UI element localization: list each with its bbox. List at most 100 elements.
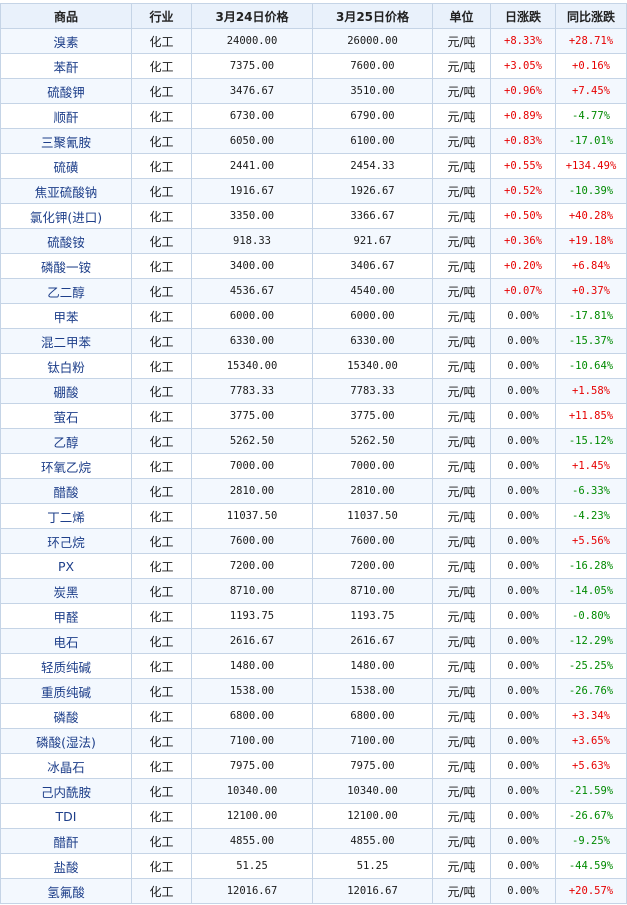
commodity-name-cell[interactable]: 冰晶石 (0, 753, 132, 779)
unit-cell: 元/吨 (432, 678, 491, 704)
daily-change-cell: 0.00% (490, 303, 556, 329)
commodity-name-cell[interactable]: 丁二烯 (0, 503, 132, 529)
yoy-change-cell: +19.18% (555, 228, 627, 254)
price-mar25-cell: 11037.50 (312, 503, 433, 529)
price-mar24-cell: 1193.75 (191, 603, 313, 629)
price-mar24-cell: 7100.00 (191, 728, 313, 754)
commodity-name-cell[interactable]: 苯酐 (0, 53, 132, 79)
commodity-name-cell[interactable]: 甲醛 (0, 603, 132, 629)
price-mar25-cell: 15340.00 (312, 353, 433, 379)
commodity-name-cell[interactable]: 混二甲苯 (0, 328, 132, 354)
price-mar24-cell: 918.33 (191, 228, 313, 254)
industry-cell: 化工 (131, 603, 192, 629)
daily-change-cell: 0.00% (490, 753, 556, 779)
yoy-change-cell: +40.28% (555, 203, 627, 229)
price-mar24-cell: 15340.00 (191, 353, 313, 379)
daily-change-cell: 0.00% (490, 653, 556, 679)
daily-change-cell: 0.00% (490, 428, 556, 454)
unit-cell: 元/吨 (432, 578, 491, 604)
commodity-name-cell[interactable]: PX (0, 553, 132, 579)
table-row: 钛白粉 化工 15340.00 15340.00 元/吨 0.00% -10.64% (0, 353, 627, 379)
column-header-daily-change: 日涨跌 (490, 3, 556, 29)
commodity-name-cell[interactable]: 溴素 (0, 28, 132, 54)
commodity-name-cell[interactable]: 环氧乙烷 (0, 453, 132, 479)
price-mar24-cell: 6000.00 (191, 303, 313, 329)
table-row: 溴素 化工 24000.00 26000.00 元/吨 +8.33% +28.71% (0, 28, 627, 54)
commodity-name-cell[interactable]: 顺酐 (0, 103, 132, 129)
yoy-change-cell: +3.34% (555, 703, 627, 729)
commodity-name-cell[interactable]: 氢氟酸 (0, 878, 132, 904)
commodity-name-cell[interactable]: 乙醇 (0, 428, 132, 454)
commodity-name-cell[interactable]: 氯化钾(进口) (0, 203, 132, 229)
yoy-change-cell: +6.84% (555, 253, 627, 279)
yoy-change-cell: +20.57% (555, 878, 627, 904)
commodity-name-cell[interactable]: 三聚氰胺 (0, 128, 132, 154)
commodity-name-cell[interactable]: 焦亚硫酸钠 (0, 178, 132, 204)
commodity-name-cell[interactable]: 轻质纯碱 (0, 653, 132, 679)
commodity-name-cell[interactable]: 磷酸(湿法) (0, 728, 132, 754)
table-row: 萤石 化工 3775.00 3775.00 元/吨 0.00% +11.85% (0, 403, 627, 429)
table-row: 盐酸 化工 51.25 51.25 元/吨 0.00% -44.59% (0, 853, 627, 879)
price-mar24-cell: 7600.00 (191, 528, 313, 554)
commodity-name-cell[interactable]: 醋酸 (0, 478, 132, 504)
commodity-name-cell[interactable]: 萤石 (0, 403, 132, 429)
daily-change-cell: 0.00% (490, 353, 556, 379)
commodity-name-cell[interactable]: 钛白粉 (0, 353, 132, 379)
price-mar25-cell: 921.67 (312, 228, 433, 254)
price-mar25-cell: 12016.67 (312, 878, 433, 904)
yoy-change-cell: -26.76% (555, 678, 627, 704)
unit-cell: 元/吨 (432, 128, 491, 154)
yoy-change-cell: -10.39% (555, 178, 627, 204)
unit-cell: 元/吨 (432, 178, 491, 204)
price-mar25-cell: 5262.50 (312, 428, 433, 454)
commodity-name-cell[interactable]: 硫酸钾 (0, 78, 132, 104)
yoy-change-cell: -15.12% (555, 428, 627, 454)
industry-cell: 化工 (131, 328, 192, 354)
commodity-name-cell[interactable]: 醋酐 (0, 828, 132, 854)
unit-cell: 元/吨 (432, 853, 491, 879)
unit-cell: 元/吨 (432, 228, 491, 254)
price-mar25-cell: 26000.00 (312, 28, 433, 54)
price-mar25-cell: 7600.00 (312, 528, 433, 554)
yoy-change-cell: -9.25% (555, 828, 627, 854)
price-mar25-cell: 3775.00 (312, 403, 433, 429)
commodity-name-cell[interactable]: 磷酸一铵 (0, 253, 132, 279)
commodity-name-cell[interactable]: 环己烷 (0, 528, 132, 554)
yoy-change-cell: -14.05% (555, 578, 627, 604)
commodity-name-cell[interactable]: 盐酸 (0, 853, 132, 879)
price-mar24-cell: 1480.00 (191, 653, 313, 679)
commodity-name-cell[interactable]: TDI (0, 803, 132, 829)
table-row: 醋酸 化工 2810.00 2810.00 元/吨 0.00% -6.33% (0, 478, 627, 504)
commodity-name-cell[interactable]: 硫酸铵 (0, 228, 132, 254)
column-header-price-mar25: 3月25日价格 (312, 3, 433, 29)
price-mar24-cell: 6050.00 (191, 128, 313, 154)
commodity-name-cell[interactable]: 电石 (0, 628, 132, 654)
yoy-change-cell: -44.59% (555, 853, 627, 879)
table-row: 轻质纯碱 化工 1480.00 1480.00 元/吨 0.00% -25.25% (0, 653, 627, 679)
commodity-name-cell[interactable]: 甲苯 (0, 303, 132, 329)
unit-cell: 元/吨 (432, 603, 491, 629)
table-row: 重质纯碱 化工 1538.00 1538.00 元/吨 0.00% -26.76% (0, 678, 627, 704)
commodity-name-cell[interactable]: 硼酸 (0, 378, 132, 404)
yoy-change-cell: -0.80% (555, 603, 627, 629)
commodity-name-cell[interactable]: 己内酰胺 (0, 778, 132, 804)
daily-change-cell: 0.00% (490, 828, 556, 854)
unit-cell: 元/吨 (432, 278, 491, 304)
commodity-name-cell[interactable]: 重质纯碱 (0, 678, 132, 704)
industry-cell: 化工 (131, 828, 192, 854)
commodity-name-cell[interactable]: 炭黑 (0, 578, 132, 604)
yoy-change-cell: -4.77% (555, 103, 627, 129)
unit-cell: 元/吨 (432, 628, 491, 654)
table-row: 乙醇 化工 5262.50 5262.50 元/吨 0.00% -15.12% (0, 428, 627, 454)
commodity-name-cell[interactable]: 乙二醇 (0, 278, 132, 304)
price-mar24-cell: 7375.00 (191, 53, 313, 79)
daily-change-cell: 0.00% (490, 578, 556, 604)
column-header-yoy-change: 同比涨跌 (555, 3, 627, 29)
table-row: 三聚氰胺 化工 6050.00 6100.00 元/吨 +0.83% -17.01% (0, 128, 627, 154)
industry-cell: 化工 (131, 103, 192, 129)
table-header-row: 商品 行业 3月24日价格 3月25日价格 单位 日涨跌 同比涨跌 (0, 3, 627, 29)
commodity-name-cell[interactable]: 磷酸 (0, 703, 132, 729)
commodity-name-cell[interactable]: 硫磺 (0, 153, 132, 179)
industry-cell: 化工 (131, 628, 192, 654)
daily-change-cell: +8.33% (490, 28, 556, 54)
